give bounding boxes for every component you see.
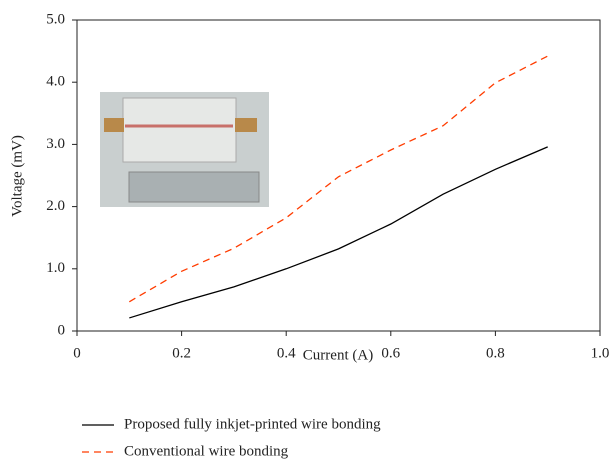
x-tick-label: 0.2 bbox=[172, 345, 191, 361]
y-tick-label: 2.0 bbox=[46, 198, 65, 214]
y-axis-label: Voltage (mV) bbox=[9, 135, 25, 217]
x-axis-label: Current (A) bbox=[303, 347, 373, 363]
legend-label: Conventional wire bonding bbox=[124, 443, 289, 459]
legend-label: Proposed fully inkjet-printed wire bondi… bbox=[124, 416, 381, 432]
x-tick-label: 0.4 bbox=[277, 345, 296, 361]
chart: Current (A) Voltage (mV) 0 1.0 2.0 3.0 4.0 5.… bbox=[0, 0, 613, 464]
y-tick-label: 5.0 bbox=[46, 11, 65, 27]
inset-photo bbox=[100, 92, 269, 207]
x-tick-label: 0.6 bbox=[381, 345, 400, 361]
y-tick-label: 0 bbox=[58, 322, 66, 338]
x-tick-label: 1.0 bbox=[591, 345, 610, 361]
y-tick-label: 4.0 bbox=[46, 74, 65, 90]
x-tick-label: 0.8 bbox=[486, 345, 505, 361]
y-tick-label: 3.0 bbox=[46, 136, 65, 152]
y-tick-label: 1.0 bbox=[46, 260, 65, 276]
x-tick-label: 0 bbox=[73, 345, 81, 361]
